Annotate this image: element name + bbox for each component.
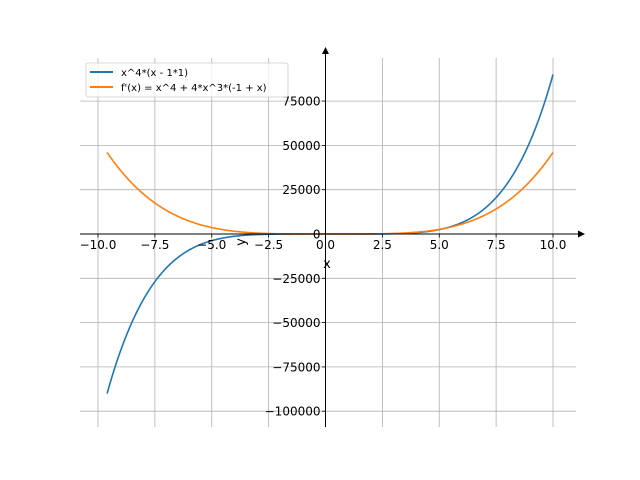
y-tick-label: 75000 (282, 95, 320, 109)
y-tick-label: −75000 (272, 360, 320, 374)
x-tick-label: −10.0 (80, 238, 117, 252)
x-tick-label: 5.0 (430, 238, 449, 252)
ticks: −10.0 −7.5 −5.0 −2.5 0.0 2.5 5.0 7.5 10.0 −100000… (80, 95, 567, 419)
y-tick-label: 0 (313, 228, 321, 242)
legend-label-0: x^4*(x - 1*1) (121, 68, 188, 79)
x-axis-arrow (578, 230, 585, 238)
y-tick-label: 50000 (282, 139, 320, 153)
x-tick-label: −2.5 (254, 238, 283, 252)
legend-label-1: f'(x) = x^4 + 4*x^3*(-1 + x) (121, 83, 267, 94)
series-line-1 (106, 152, 554, 235)
x-tick-label: −5.0 (197, 238, 226, 252)
x-axis-label: x (323, 257, 331, 272)
y-axis-arrow (322, 47, 329, 54)
legend: x^4*(x - 1*1) f'(x) = x^4 + 4*x^3*(-1 + … (85, 62, 289, 98)
axes (80, 47, 585, 427)
x-tick-label: 2.5 (373, 238, 392, 252)
y-tick-label: −25000 (272, 272, 320, 286)
y-tick-label: −50000 (272, 316, 320, 330)
x-tick-label: 7.5 (487, 238, 506, 252)
y-axis-label: y (234, 238, 249, 246)
y-tick-label: −100000 (265, 405, 321, 419)
y-tick-label: 25000 (282, 183, 320, 197)
x-tick-label: 10.0 (540, 238, 567, 252)
x-tick-label: −7.5 (140, 238, 169, 252)
legend-box (85, 62, 289, 98)
x-tick-label: 0.0 (316, 238, 335, 252)
